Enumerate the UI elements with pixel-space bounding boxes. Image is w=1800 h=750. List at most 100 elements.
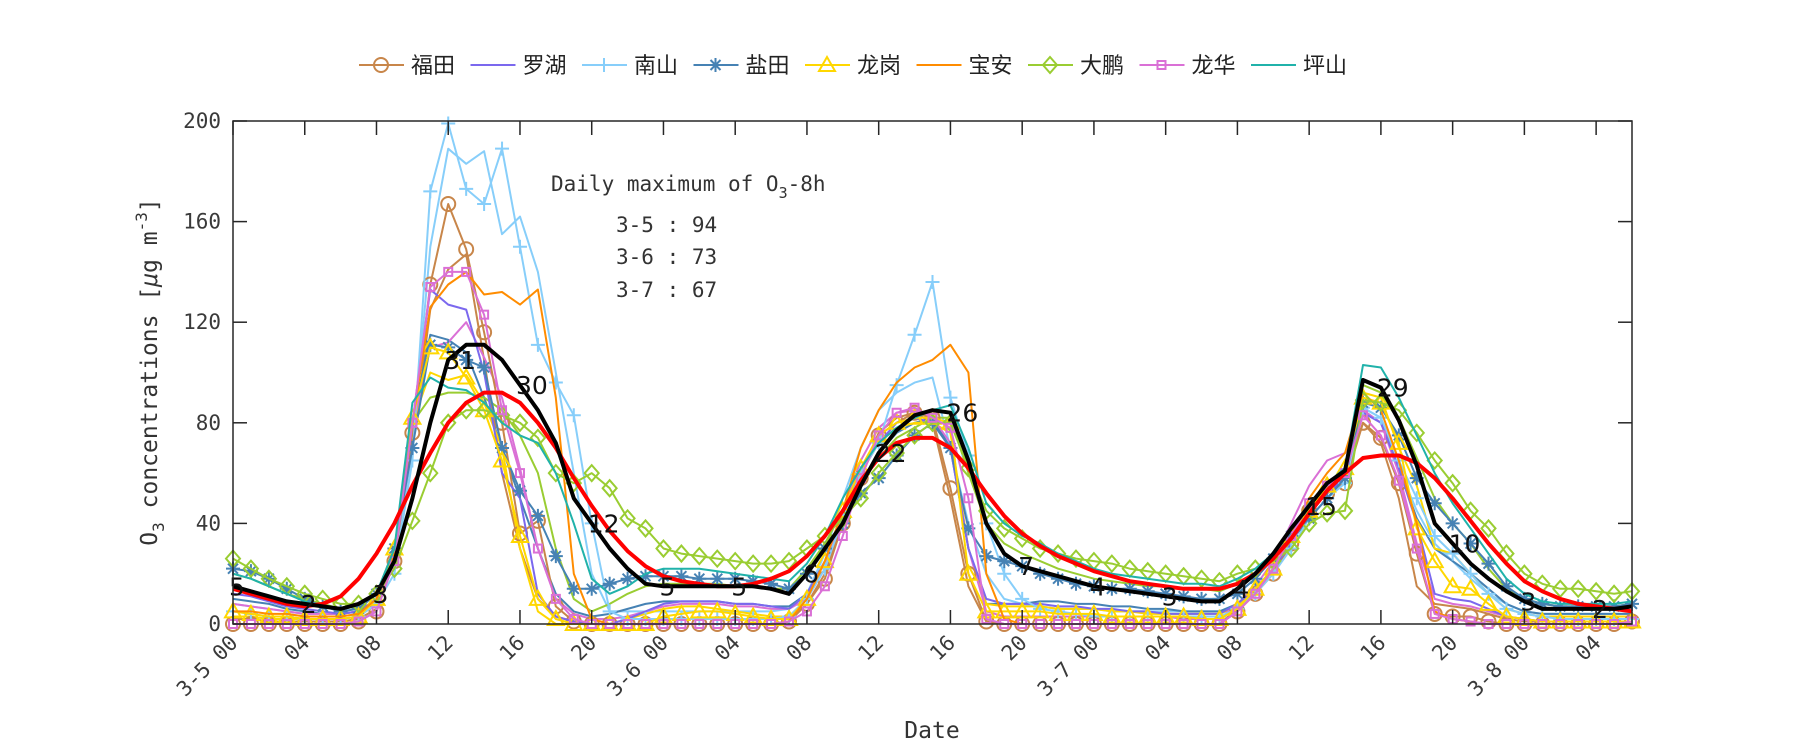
data-point-asterisk xyxy=(297,591,312,606)
data-point-triangle xyxy=(1173,606,1194,624)
legend-marker-asterisk xyxy=(708,58,723,72)
x-tick-label: 20 xyxy=(997,631,1032,666)
data-point-diamond xyxy=(655,539,672,559)
data-point-asterisk xyxy=(979,549,994,564)
data-point-asterisk xyxy=(1571,599,1586,614)
data-point-triangle xyxy=(1407,518,1427,536)
point-label: 29 xyxy=(1377,374,1409,403)
data-point-diamond xyxy=(762,554,780,574)
data-point-square xyxy=(568,613,579,624)
y-tick-label: 80 xyxy=(196,411,221,435)
data-point-asterisk xyxy=(1320,491,1335,506)
annotation-line-1: 3-5 : 94 xyxy=(616,213,717,237)
data-point-diamond xyxy=(1587,581,1605,601)
data-point-asterisk xyxy=(1302,511,1317,526)
point-label: 12 xyxy=(588,509,620,538)
data-point-asterisk xyxy=(1607,599,1622,614)
data-point-asterisk xyxy=(1338,471,1353,486)
annotation-line-2: 3-6 : 73 xyxy=(616,245,717,269)
data-point-plus xyxy=(548,375,563,390)
data-point-diamond xyxy=(1444,473,1461,493)
data-point-asterisk xyxy=(512,483,527,498)
data-point-asterisk xyxy=(1212,591,1227,606)
data-point-asterisk xyxy=(1122,581,1137,596)
data-point-square xyxy=(1465,616,1476,627)
data-point-square xyxy=(784,616,795,627)
point-label: 26 xyxy=(946,399,978,428)
data-point-square xyxy=(1250,588,1261,599)
data-point-triangle xyxy=(1030,601,1050,619)
y-label-unit: g m xyxy=(137,231,163,273)
point-label: 31 xyxy=(444,346,476,375)
x-tick-label: 16 xyxy=(495,631,530,666)
legend-marker-triangle xyxy=(817,54,837,72)
data-point-triangle xyxy=(420,337,441,355)
x-tick-label: 12 xyxy=(1284,631,1319,666)
y-tick-label: 40 xyxy=(196,511,221,535)
data-point-plus xyxy=(997,566,1012,581)
data-point-triangle xyxy=(1138,606,1158,624)
data-point-asterisk xyxy=(279,581,294,596)
data-point-square xyxy=(497,405,508,416)
data-point-asterisk xyxy=(997,554,1012,569)
y-axis-label: O3 concentrations [μg m-3] xyxy=(132,198,168,545)
point-label: 2 xyxy=(1592,595,1608,624)
legend-marker-square xyxy=(1156,60,1167,70)
y-label-end: ] xyxy=(137,198,163,212)
data-point-plus xyxy=(459,181,474,196)
data-point-plus xyxy=(1427,528,1442,543)
data-point-diamond xyxy=(906,425,923,445)
legend-label: 宝安 xyxy=(969,54,1013,79)
legend-label: 坪山 xyxy=(1303,54,1347,79)
x-tick-label: 04 xyxy=(710,631,745,666)
data-point-asterisk xyxy=(495,440,510,455)
legend-item-4: 盐田 xyxy=(693,54,790,79)
x-tick-label: 3-6 00 xyxy=(602,631,673,702)
data-point-asterisk xyxy=(620,571,635,586)
point-label: 5 xyxy=(229,572,245,601)
data-point-plus xyxy=(925,274,940,289)
data-point-asterisk xyxy=(1445,516,1460,531)
x-tick-label: 20 xyxy=(1427,631,1462,666)
data-point-diamond xyxy=(888,443,905,463)
data-point-square xyxy=(1268,563,1279,574)
point-label: 30 xyxy=(516,371,548,400)
data-point-diamond xyxy=(511,413,529,433)
data-point-triangle xyxy=(492,450,512,468)
data-point-asterisk xyxy=(1409,471,1424,486)
point-label: 3 xyxy=(1520,587,1536,616)
y-tick-label: 160 xyxy=(183,210,221,234)
data-point-diamond xyxy=(673,544,690,564)
data-point-triangle xyxy=(743,606,763,624)
annotation-title: Daily maximum of O3-8h xyxy=(551,172,826,202)
data-point-asterisk xyxy=(423,337,438,352)
data-point-square xyxy=(1375,430,1386,441)
plot-frame xyxy=(232,120,1633,625)
legend-label: 大鹏 xyxy=(1080,54,1124,79)
data-point-asterisk xyxy=(961,521,976,536)
legend-label: 福田 xyxy=(411,54,455,79)
data-point-triangle xyxy=(1460,578,1481,596)
legend: 福田 罗湖 南山 盐田 龙岗 宝安 大鹏 龙华 坪山 xyxy=(359,54,1347,79)
data-point-square xyxy=(532,543,543,554)
data-point-diamond xyxy=(601,478,618,498)
series-line xyxy=(232,390,1633,614)
data-point-asterisk xyxy=(1068,576,1083,591)
data-point-square xyxy=(891,407,902,418)
data-point-asterisk xyxy=(530,508,545,523)
point-label: 5 xyxy=(659,572,675,601)
data-point-asterisk xyxy=(1140,584,1155,599)
data-point-diamond xyxy=(816,526,834,546)
data-point-plus xyxy=(889,378,904,393)
data-point-square xyxy=(963,493,974,504)
data-point-square xyxy=(873,430,884,441)
legend-item-6: 宝安 xyxy=(916,54,1013,79)
data-point-square xyxy=(1429,608,1440,619)
data-point-triangle xyxy=(1120,606,1140,624)
data-point-square xyxy=(1393,475,1404,486)
x-tick-label: 08 xyxy=(1212,631,1247,666)
data-point-asterisk xyxy=(548,549,563,564)
data-point-square xyxy=(514,468,525,479)
